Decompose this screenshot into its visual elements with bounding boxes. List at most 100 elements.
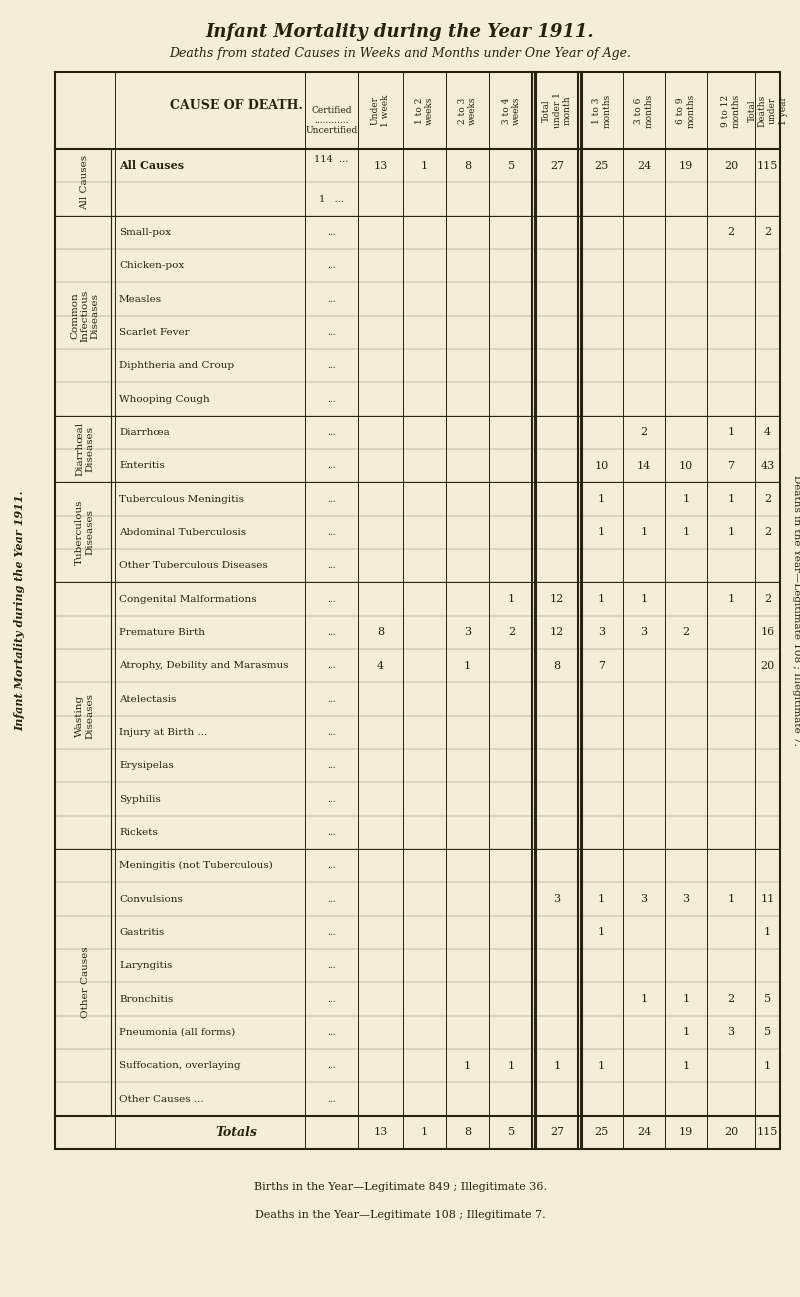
Text: 19: 19 — [679, 161, 693, 171]
Text: Tuberculous Meningitis: Tuberculous Meningitis — [119, 494, 244, 503]
Text: 1 to 2
weeks: 1 to 2 weeks — [415, 96, 434, 125]
Text: 1: 1 — [727, 894, 734, 904]
Text: 1: 1 — [598, 1061, 605, 1070]
Text: Tuberculous
Diseases: Tuberculous Diseases — [75, 499, 94, 565]
Text: Chicken-pox: Chicken-pox — [119, 261, 184, 270]
Text: Pneumonia (all forms): Pneumonia (all forms) — [119, 1027, 235, 1036]
Text: 1: 1 — [464, 1061, 471, 1070]
Text: Under
1 week: Under 1 week — [371, 95, 390, 127]
Text: 24: 24 — [637, 161, 651, 171]
Text: Other Causes ...: Other Causes ... — [119, 1095, 204, 1104]
Text: Other Causes: Other Causes — [81, 947, 90, 1018]
Text: Wasting
Diseases: Wasting Diseases — [75, 693, 94, 739]
Text: 27: 27 — [550, 1127, 564, 1137]
Text: 1: 1 — [682, 1027, 690, 1038]
Text: ...: ... — [327, 927, 336, 936]
Text: 7: 7 — [727, 460, 734, 471]
Text: 3: 3 — [598, 628, 605, 637]
Text: 1: 1 — [727, 494, 734, 505]
Text: Infant Mortality during the Year 1911.: Infant Mortality during the Year 1911. — [206, 23, 594, 42]
Text: 2: 2 — [727, 994, 734, 1004]
Text: 1: 1 — [682, 1061, 690, 1070]
Text: 11: 11 — [760, 894, 774, 904]
Text: ...: ... — [327, 462, 336, 471]
Text: 1: 1 — [598, 528, 605, 537]
Text: ...: ... — [327, 294, 336, 303]
Text: 3: 3 — [641, 628, 647, 637]
Text: 12: 12 — [550, 628, 564, 637]
Text: Diarrhœa: Diarrhœa — [119, 428, 170, 437]
Text: Congenital Malformations: Congenital Malformations — [119, 594, 257, 603]
Text: 8: 8 — [464, 1127, 471, 1137]
Text: 3: 3 — [641, 894, 647, 904]
Text: 20: 20 — [724, 161, 738, 171]
Text: 14: 14 — [637, 460, 651, 471]
Text: Total
Deaths
under
1 year: Total Deaths under 1 year — [747, 95, 787, 127]
Text: 1: 1 — [598, 494, 605, 505]
Text: 2: 2 — [764, 494, 771, 505]
Text: 1: 1 — [508, 594, 515, 604]
Text: ...: ... — [327, 361, 336, 370]
Text: Bronchitis: Bronchitis — [119, 995, 174, 1004]
Text: 114  ...: 114 ... — [314, 156, 349, 165]
Text: Other Tuberculous Diseases: Other Tuberculous Diseases — [119, 562, 268, 571]
Text: Births in the Year—Legitimate 849 ; Illegitimate 36.: Births in the Year—Legitimate 849 ; Ille… — [254, 1182, 546, 1192]
Text: 8: 8 — [377, 628, 384, 637]
Text: Erysipelas: Erysipelas — [119, 761, 174, 770]
Text: Total
under 1
month: Total under 1 month — [542, 92, 572, 128]
Text: 2: 2 — [764, 594, 771, 604]
Text: 24: 24 — [637, 1127, 651, 1137]
Text: CAUSE OF DEATH.: CAUSE OF DEATH. — [170, 99, 303, 112]
Text: Diphtheria and Croup: Diphtheria and Croup — [119, 361, 234, 370]
Text: 7: 7 — [598, 660, 605, 671]
Text: 2: 2 — [727, 227, 734, 237]
Text: 4: 4 — [764, 427, 771, 437]
Text: ...: ... — [327, 728, 336, 737]
Text: 5: 5 — [508, 161, 515, 171]
Text: 13: 13 — [374, 1127, 388, 1137]
Text: 1: 1 — [764, 1061, 771, 1070]
Text: Infant Mortality during the Year 1911.: Infant Mortality during the Year 1911. — [14, 490, 26, 730]
Text: Rickets: Rickets — [119, 827, 158, 837]
Text: 1: 1 — [764, 927, 771, 938]
Text: Measles: Measles — [119, 294, 162, 303]
Text: 1: 1 — [598, 927, 605, 938]
Text: 1: 1 — [682, 994, 690, 1004]
Text: ...: ... — [327, 761, 336, 770]
Text: ...: ... — [327, 261, 336, 270]
Text: 1: 1 — [641, 594, 647, 604]
Text: 1: 1 — [727, 427, 734, 437]
Text: Deaths from stated Causes in Weeks and Months under One Year of Age.: Deaths from stated Causes in Weeks and M… — [169, 47, 631, 60]
Text: Convulsions: Convulsions — [119, 895, 183, 904]
Text: 1: 1 — [598, 594, 605, 604]
Text: ...: ... — [327, 827, 336, 837]
Text: Certified
............
Uncertified: Certified ............ Uncertified — [306, 105, 358, 135]
Text: Common
Infectious
Diseases: Common Infectious Diseases — [70, 289, 100, 342]
Text: 1: 1 — [682, 528, 690, 537]
Text: Atrophy, Debility and Marasmus: Atrophy, Debility and Marasmus — [119, 661, 289, 671]
Text: ...: ... — [327, 1061, 336, 1070]
Text: ...: ... — [327, 1095, 336, 1104]
Text: ...: ... — [327, 961, 336, 970]
Text: ...: ... — [327, 661, 336, 671]
Text: ...: ... — [327, 228, 336, 237]
Text: 1: 1 — [421, 1127, 428, 1137]
Text: 1: 1 — [508, 1061, 515, 1070]
Text: ...: ... — [327, 328, 336, 337]
Text: ...: ... — [327, 494, 336, 503]
Text: All Causes: All Causes — [119, 160, 184, 171]
Text: 13: 13 — [374, 161, 388, 171]
Text: 10: 10 — [594, 460, 609, 471]
Text: 1 to 3
months: 1 to 3 months — [592, 93, 611, 127]
Text: 2: 2 — [508, 628, 515, 637]
Text: 25: 25 — [594, 1127, 609, 1137]
Text: 5: 5 — [764, 1027, 771, 1038]
Text: 1: 1 — [641, 994, 647, 1004]
Text: 3: 3 — [554, 894, 561, 904]
Text: 115: 115 — [757, 1127, 778, 1137]
Text: 5: 5 — [764, 994, 771, 1004]
Text: ...: ... — [327, 594, 336, 603]
Text: 1: 1 — [421, 161, 428, 171]
Text: Syphilis: Syphilis — [119, 795, 161, 804]
Text: 1: 1 — [464, 660, 471, 671]
